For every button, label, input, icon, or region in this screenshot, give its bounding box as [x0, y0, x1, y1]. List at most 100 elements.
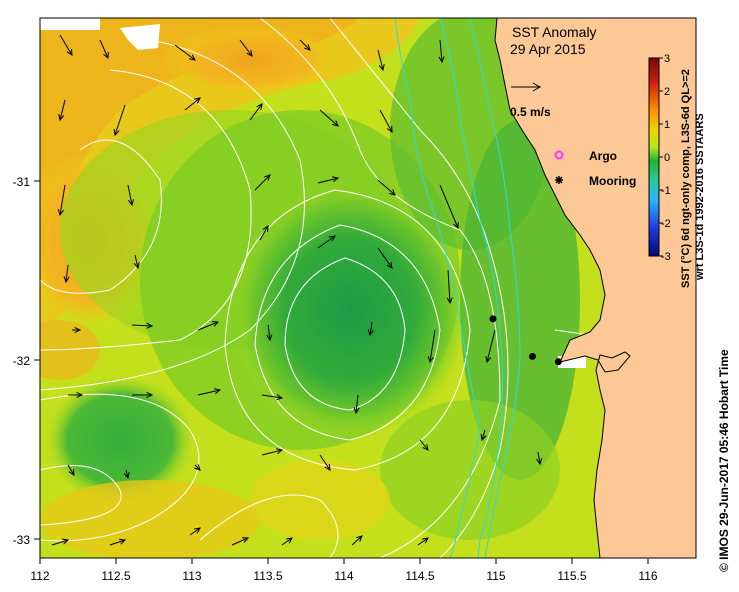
map-date: 29 Apr 2015 [510, 41, 586, 57]
current-vector-head [332, 120, 339, 127]
current-vector-head [214, 388, 222, 395]
current-vector-head [324, 464, 331, 471]
current-vector-shaft [299, 39, 311, 51]
current-vector-head [332, 176, 340, 183]
current-vector-shaft [254, 174, 271, 191]
current-vector-head [480, 434, 487, 442]
current-vector-head [146, 391, 154, 399]
current-vector-shaft [125, 469, 129, 479]
current-vector-head [386, 125, 393, 134]
current-vector-shaft [59, 184, 66, 216]
current-vector-shaft [319, 109, 339, 127]
current-vector-head [262, 224, 269, 233]
current-vector-shaft [239, 39, 253, 57]
y-tick-label: -33 [13, 533, 31, 547]
current-vector-shaft [134, 254, 139, 269]
current-vector-head [194, 527, 201, 534]
current-vector-shaft [317, 235, 336, 249]
current-vector-shaft [109, 539, 126, 546]
current-vector-head [58, 114, 65, 122]
current-vector-head [68, 468, 75, 476]
colorbar-tick-label: 3 [664, 53, 670, 65]
current-vector-head [329, 235, 336, 242]
current-vector-head [389, 189, 396, 196]
current-vector-shaft [261, 394, 283, 399]
mooring-star-icon [555, 176, 563, 184]
current-vector-shaft [51, 539, 69, 546]
current-vector-head [57, 209, 64, 217]
current-vector-shaft [377, 49, 384, 71]
current-vector-shaft [267, 324, 271, 341]
current-vector-shaft [351, 535, 363, 546]
current-vector-head [128, 199, 134, 207]
current-vector-head [276, 448, 284, 455]
map-frame [39, 17, 697, 559]
current-vector-shaft [174, 44, 196, 61]
x-tick-label: 112.5 [101, 569, 130, 583]
colorbar-tick-label: -1 [661, 185, 671, 197]
current-vector-head [123, 472, 130, 480]
colorbar-tick-label: 0 [664, 152, 670, 164]
current-vector-shaft [189, 527, 201, 536]
current-vector-shaft [127, 184, 133, 206]
colorbar-tick-label: -2 [661, 218, 671, 230]
colorbar [648, 57, 660, 257]
mooring-markers [489, 315, 562, 366]
current-vector-shaft [249, 103, 263, 121]
current-vector-head [246, 50, 253, 57]
current-vector-shaft [355, 394, 359, 414]
current-vector-head [194, 97, 201, 104]
current-vector-head [356, 535, 363, 542]
current-vector-head [241, 537, 250, 543]
x-tick-label: 115.5 [557, 569, 586, 583]
current-vector-head [66, 48, 73, 56]
current-vector-head [211, 321, 220, 327]
current-vector-head [485, 356, 492, 364]
colorbar-subtitle: wrt L3S-1d 1992-2016 SSTAARS [694, 113, 706, 281]
y-tick-label: -31 [13, 175, 31, 189]
current-vector-head [422, 444, 429, 451]
current-vector-shaft [419, 439, 429, 451]
mooring-marker [554, 358, 562, 366]
y-axis: -31 -32 -33 [13, 175, 40, 547]
y-tick-label: -32 [13, 354, 31, 368]
current-vector-shaft [67, 464, 75, 476]
current-vector-shaft [99, 39, 109, 59]
mooring-marker [528, 352, 536, 360]
current-vector-shaft [194, 464, 201, 471]
credit-text: © IMOS 29-Jun-2017 05:46 Hobart Time [717, 349, 731, 572]
isobaths [394, 18, 521, 558]
current-vector-head [256, 103, 263, 110]
current-vector-head [113, 128, 120, 137]
current-vector-head [422, 537, 429, 544]
current-vector-head [453, 221, 459, 230]
current-vector-shaft [486, 329, 496, 363]
current-vector-shaft [131, 324, 153, 327]
current-vector-shaft [429, 329, 436, 363]
colorbar-title: SST (°C) 6d ngt-only comp, L3S-6d QL>=2 [680, 69, 692, 288]
legend-argo-label: Argo [589, 149, 617, 163]
current-vector-shaft [447, 269, 451, 304]
current-vector-head [133, 261, 140, 270]
current-vector-head [62, 538, 70, 545]
land-australia [494, 17, 697, 559]
current-vector-head [536, 458, 543, 466]
current-vector-head [264, 174, 271, 181]
mooring-marker [489, 315, 497, 323]
current-vector-head [74, 326, 82, 334]
current-vector-shaft [65, 264, 69, 283]
current-vector-head [146, 322, 154, 329]
current-vector-shaft [377, 179, 396, 196]
colorbar-tick-label: 2 [664, 86, 670, 98]
x-tick-label: 116 [638, 569, 657, 583]
current-vector-shaft [417, 537, 429, 546]
current-vector-head [76, 391, 84, 399]
current-vector-shaft [197, 321, 219, 331]
current-vector-head [427, 356, 434, 364]
current-vector-head [194, 464, 201, 471]
current-vector-head [367, 329, 374, 337]
current-vector-shaft [59, 34, 73, 56]
current-vector-head [103, 51, 109, 60]
current-vector-shaft [317, 177, 339, 184]
